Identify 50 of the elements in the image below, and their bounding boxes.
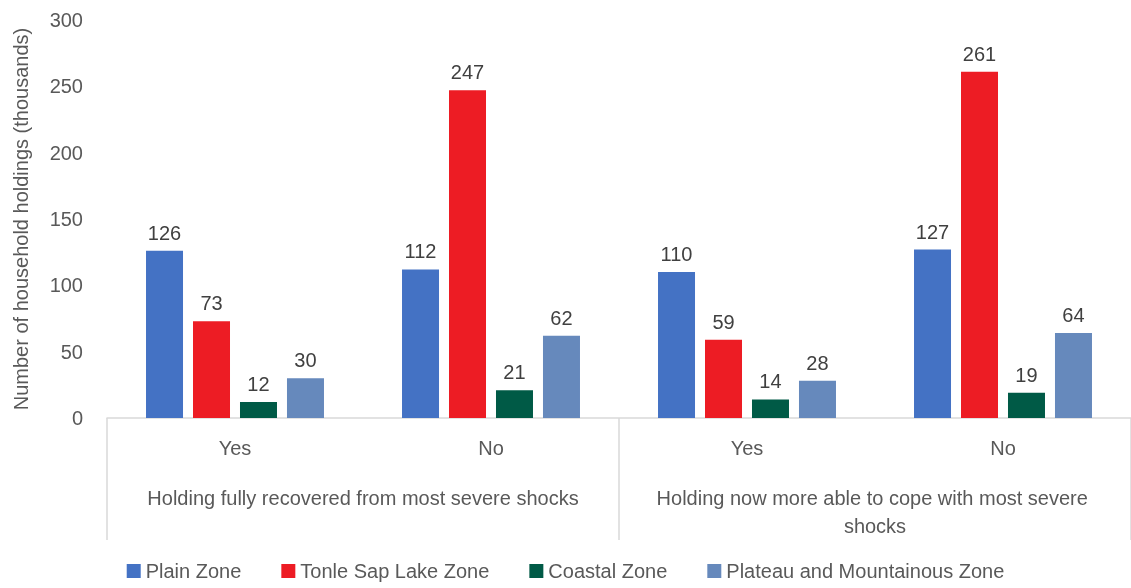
bar [961, 71, 999, 418]
x-tick-label: Yes [218, 437, 252, 459]
data-label: 261 [962, 42, 997, 65]
legend-label: Plateau and Mountainous Zone [726, 560, 1005, 582]
bar [752, 399, 789, 418]
legend-label: Plain Zone [145, 560, 242, 582]
data-label: 19 [1015, 363, 1038, 386]
bar [1054, 333, 1092, 418]
bar [193, 321, 231, 418]
y-tick-label: 0 [71, 407, 83, 429]
data-label: 30 [294, 349, 317, 372]
text: Holding now more able to cope with most severe shocks [656, 487, 1094, 537]
bar [449, 90, 487, 418]
data-label: 110 [660, 243, 693, 266]
bar [658, 272, 696, 418]
data-label: 126 [147, 221, 182, 244]
data-label: 59 [712, 310, 735, 333]
x-tick-label: No [990, 437, 1016, 459]
data-label: 28 [806, 351, 829, 374]
bar [542, 335, 580, 418]
bar [914, 249, 952, 418]
data-label: 112 [404, 240, 437, 263]
x-tick-label: Yes [730, 437, 764, 459]
y-tick-label: 50 [60, 340, 83, 363]
data-label: 64 [1062, 304, 1085, 327]
bar [705, 339, 743, 418]
bar [798, 380, 836, 418]
data-label: 127 [915, 220, 950, 243]
y-tick-label: 150 [49, 208, 83, 230]
x-tick-label: No [478, 437, 504, 459]
legend-label: Tonle Sap Lake Zone [300, 560, 490, 582]
data-label: 21 [503, 361, 526, 384]
bar [496, 390, 533, 418]
y-tick-label: 250 [49, 75, 83, 98]
data-label: 12 [247, 373, 270, 396]
bar [286, 378, 324, 418]
data-label: 73 [200, 292, 223, 315]
bar [1007, 392, 1045, 418]
data-label: 247 [450, 61, 485, 84]
text: Holding fully recovered from most severe shocks [147, 487, 579, 509]
bar [240, 402, 277, 418]
y-tick-label: 100 [49, 274, 83, 297]
y-tick-label: 200 [49, 141, 83, 164]
legend-label: Coastal Zone [548, 560, 668, 582]
data-label: 14 [759, 370, 782, 393]
data-label: 62 [550, 306, 573, 329]
y-axis-title: Number of household holdings (thousands) [10, 27, 32, 411]
bar [146, 250, 184, 418]
y-tick-label: 300 [49, 9, 83, 31]
bar [402, 269, 440, 418]
